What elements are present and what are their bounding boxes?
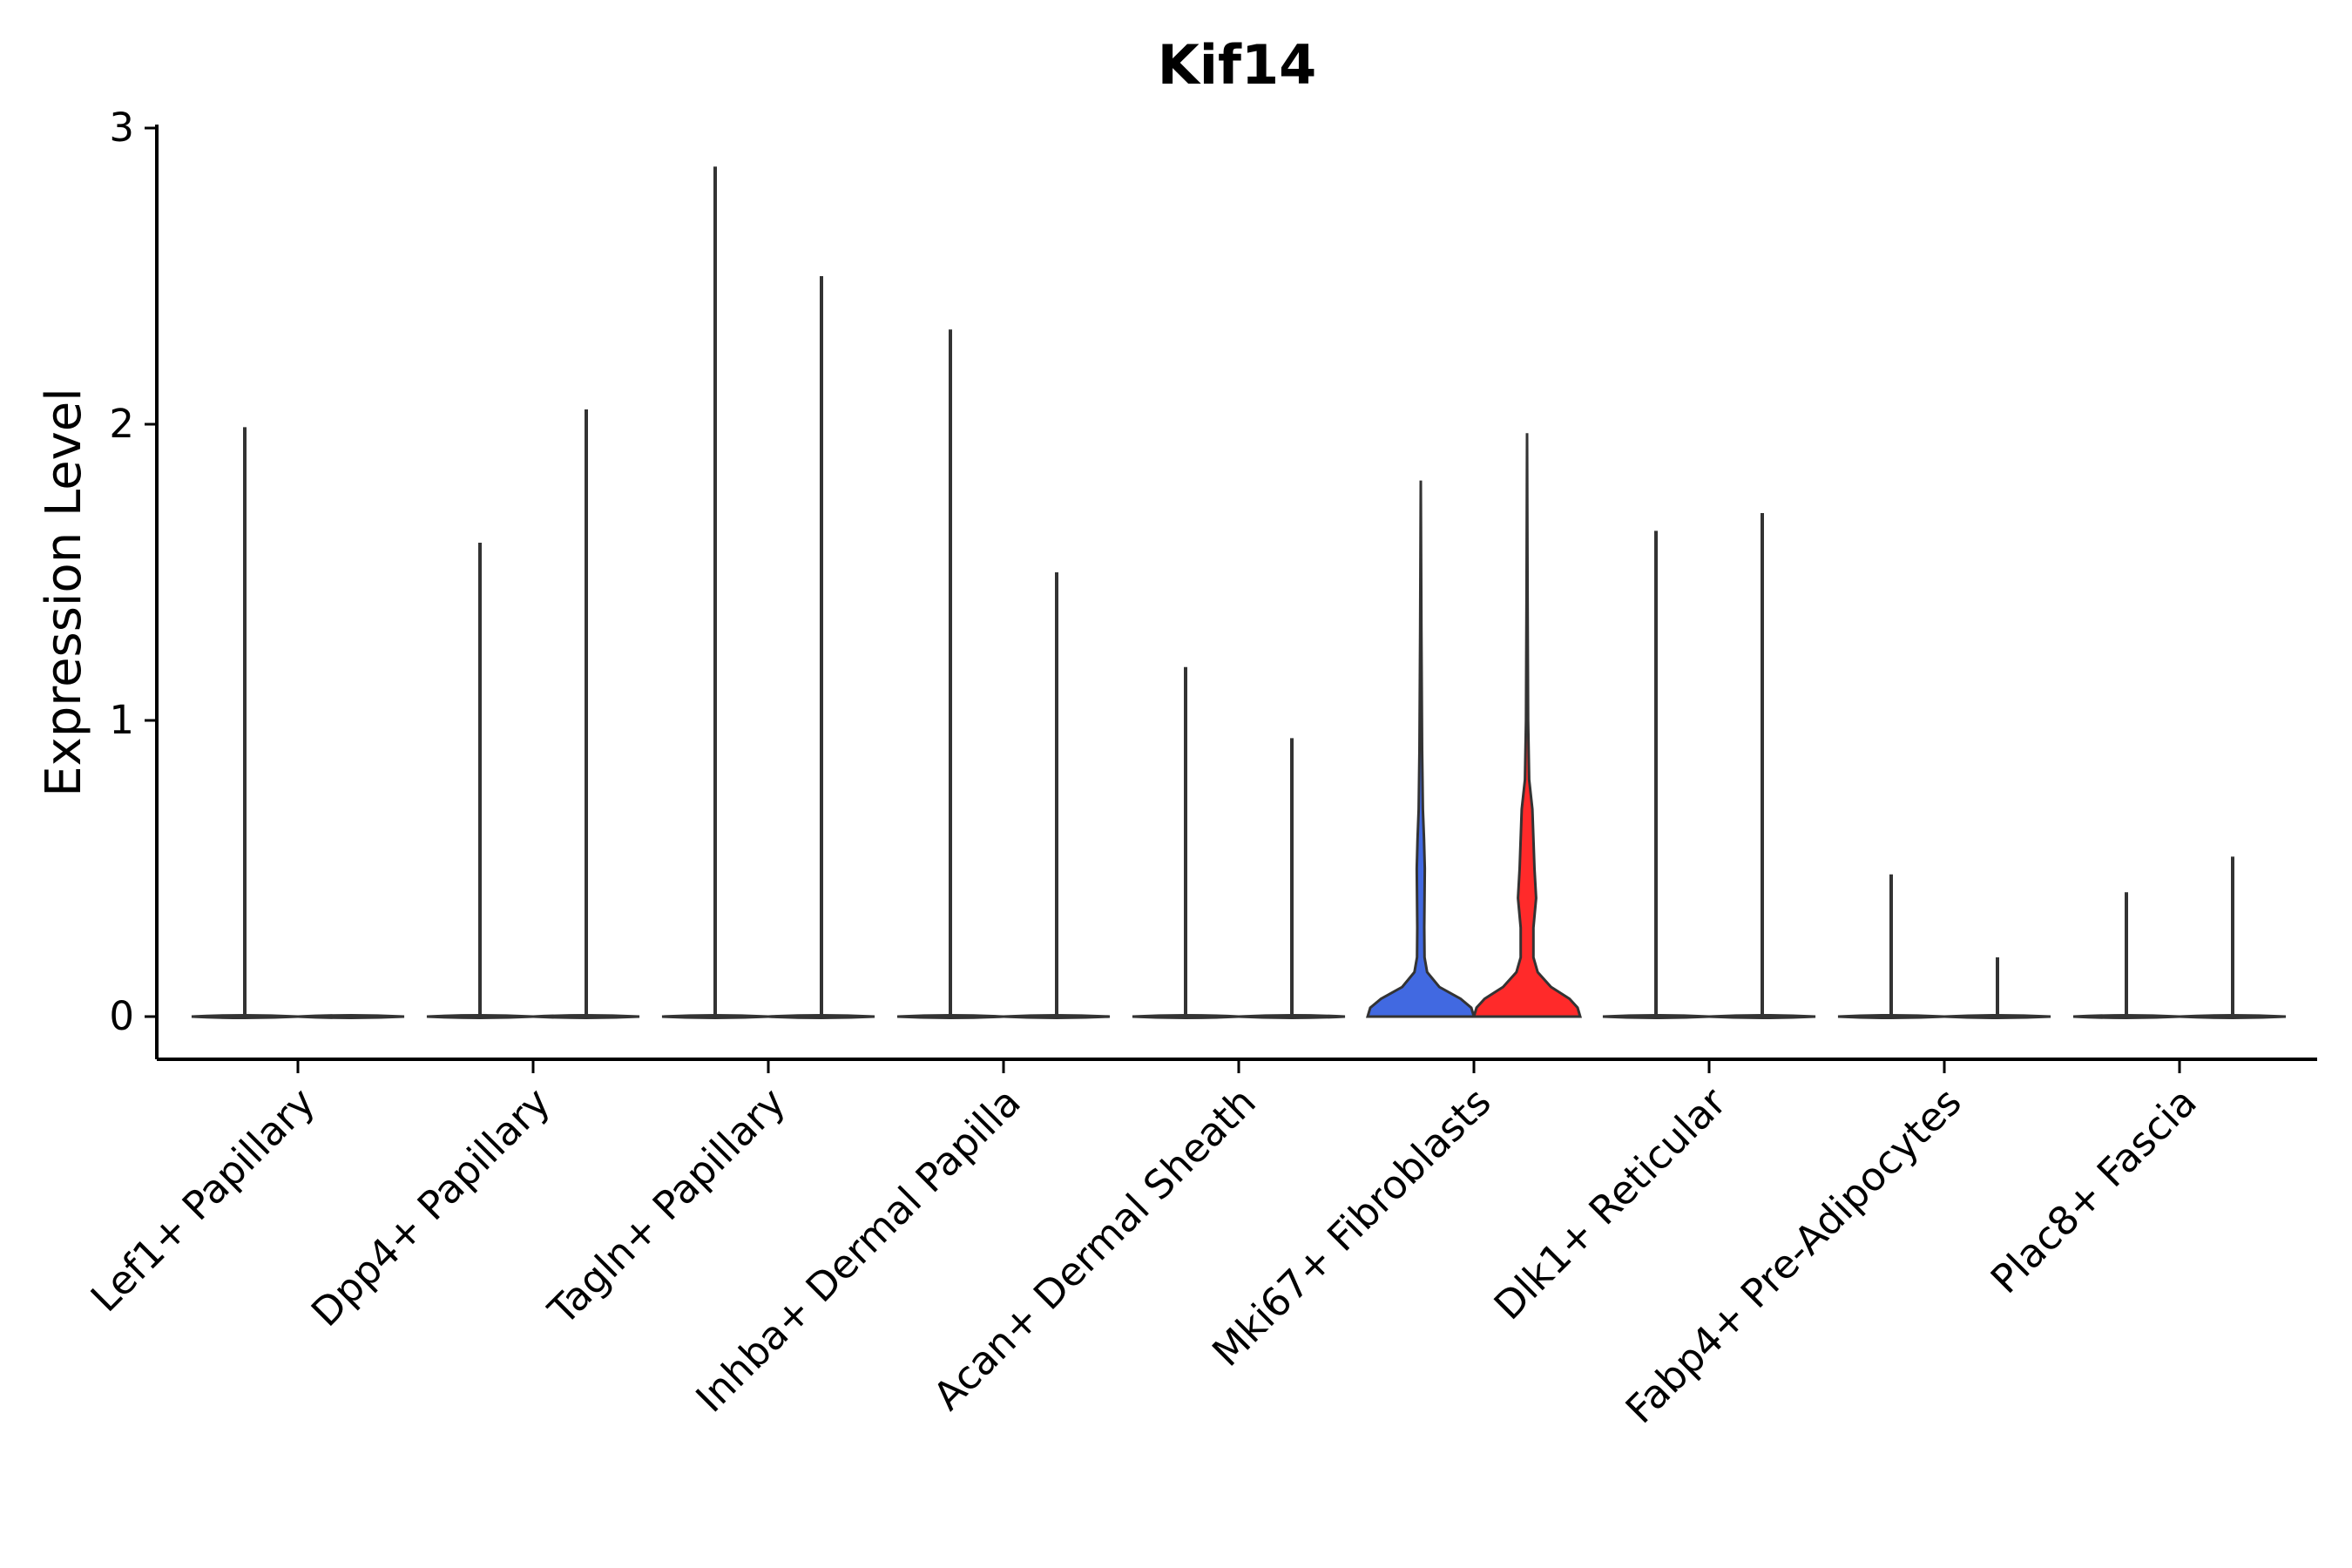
x-tick-label: Lef1+ Papillary bbox=[82, 1078, 324, 1321]
y-axis: 0 1 2 3 bbox=[109, 105, 159, 1059]
y-tick-label: 1 bbox=[109, 697, 134, 743]
y-tick-label: 2 bbox=[109, 401, 134, 447]
y-axis-label: Expression Level bbox=[36, 388, 92, 797]
violin-base-right bbox=[297, 1014, 405, 1019]
y-tick-label: 0 bbox=[109, 993, 134, 1039]
x-tick-label: Tagln+ Papillary bbox=[539, 1078, 794, 1334]
violins bbox=[191, 166, 2287, 1019]
y-tick-label: 3 bbox=[109, 105, 134, 151]
violin-highlight-right bbox=[1471, 433, 1583, 1018]
chart-title: Kif14 bbox=[1158, 33, 1317, 97]
violin-highlight-left bbox=[1365, 480, 1477, 1018]
x-tick-label: Dpp4+ Papillary bbox=[302, 1078, 559, 1335]
x-tick-label: Plac8+ Fascia bbox=[1982, 1078, 2206, 1302]
x-tick-label: Dlk1+ Reticular bbox=[1485, 1078, 1735, 1328]
